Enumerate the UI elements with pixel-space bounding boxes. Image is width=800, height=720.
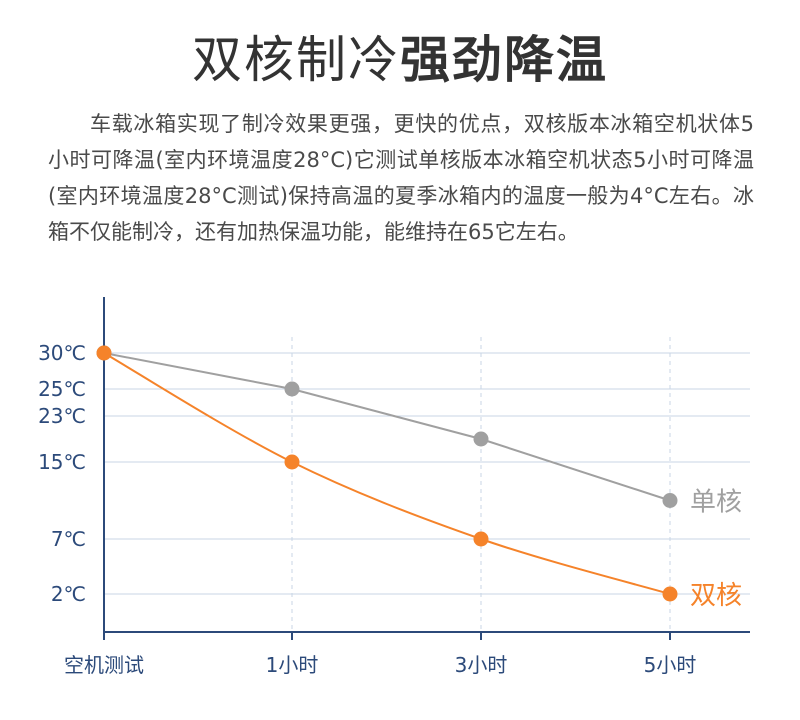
series-layer: [96, 345, 678, 602]
page-title: 双核制冷强劲降温: [0, 28, 800, 92]
y-tick-label: 7℃: [51, 527, 86, 551]
description-text: 车载冰箱实现了制冷效果更强，更快的优点，双核版本冰箱空机状体5小时可降温(室内环…: [48, 112, 754, 244]
series-line: [103, 352, 671, 595]
data-point: [662, 586, 678, 602]
data-point: [662, 493, 678, 508]
y-tick-label: 30℃: [38, 341, 86, 365]
series-label: 双核: [690, 581, 742, 611]
data-point: [284, 454, 300, 470]
data-point: [473, 531, 489, 547]
title-bold: 强劲降温: [400, 31, 608, 89]
y-tick-label: 25℃: [38, 377, 86, 401]
series-line: [103, 352, 671, 502]
data-point: [96, 345, 112, 361]
axis-layer: 30℃ 25℃ 23℃ 15℃ 7℃ 2℃ 空机测试 1小时 3小时 5小时: [38, 297, 750, 677]
title-light: 双核制冷: [192, 31, 400, 89]
grid-layer: [104, 337, 750, 632]
series-label: 单核: [690, 488, 742, 518]
data-point: [473, 431, 489, 447]
y-tick-label: 2℃: [51, 582, 86, 606]
y-tick-label: 15℃: [38, 450, 86, 474]
x-tick-label: 空机测试: [64, 653, 144, 677]
x-tick-label: 1小时: [266, 653, 319, 677]
data-point: [284, 381, 300, 397]
x-tick-label: 3小时: [455, 653, 508, 677]
x-tick-label: 5小时: [644, 653, 697, 677]
y-tick-label: 23℃: [38, 404, 86, 428]
